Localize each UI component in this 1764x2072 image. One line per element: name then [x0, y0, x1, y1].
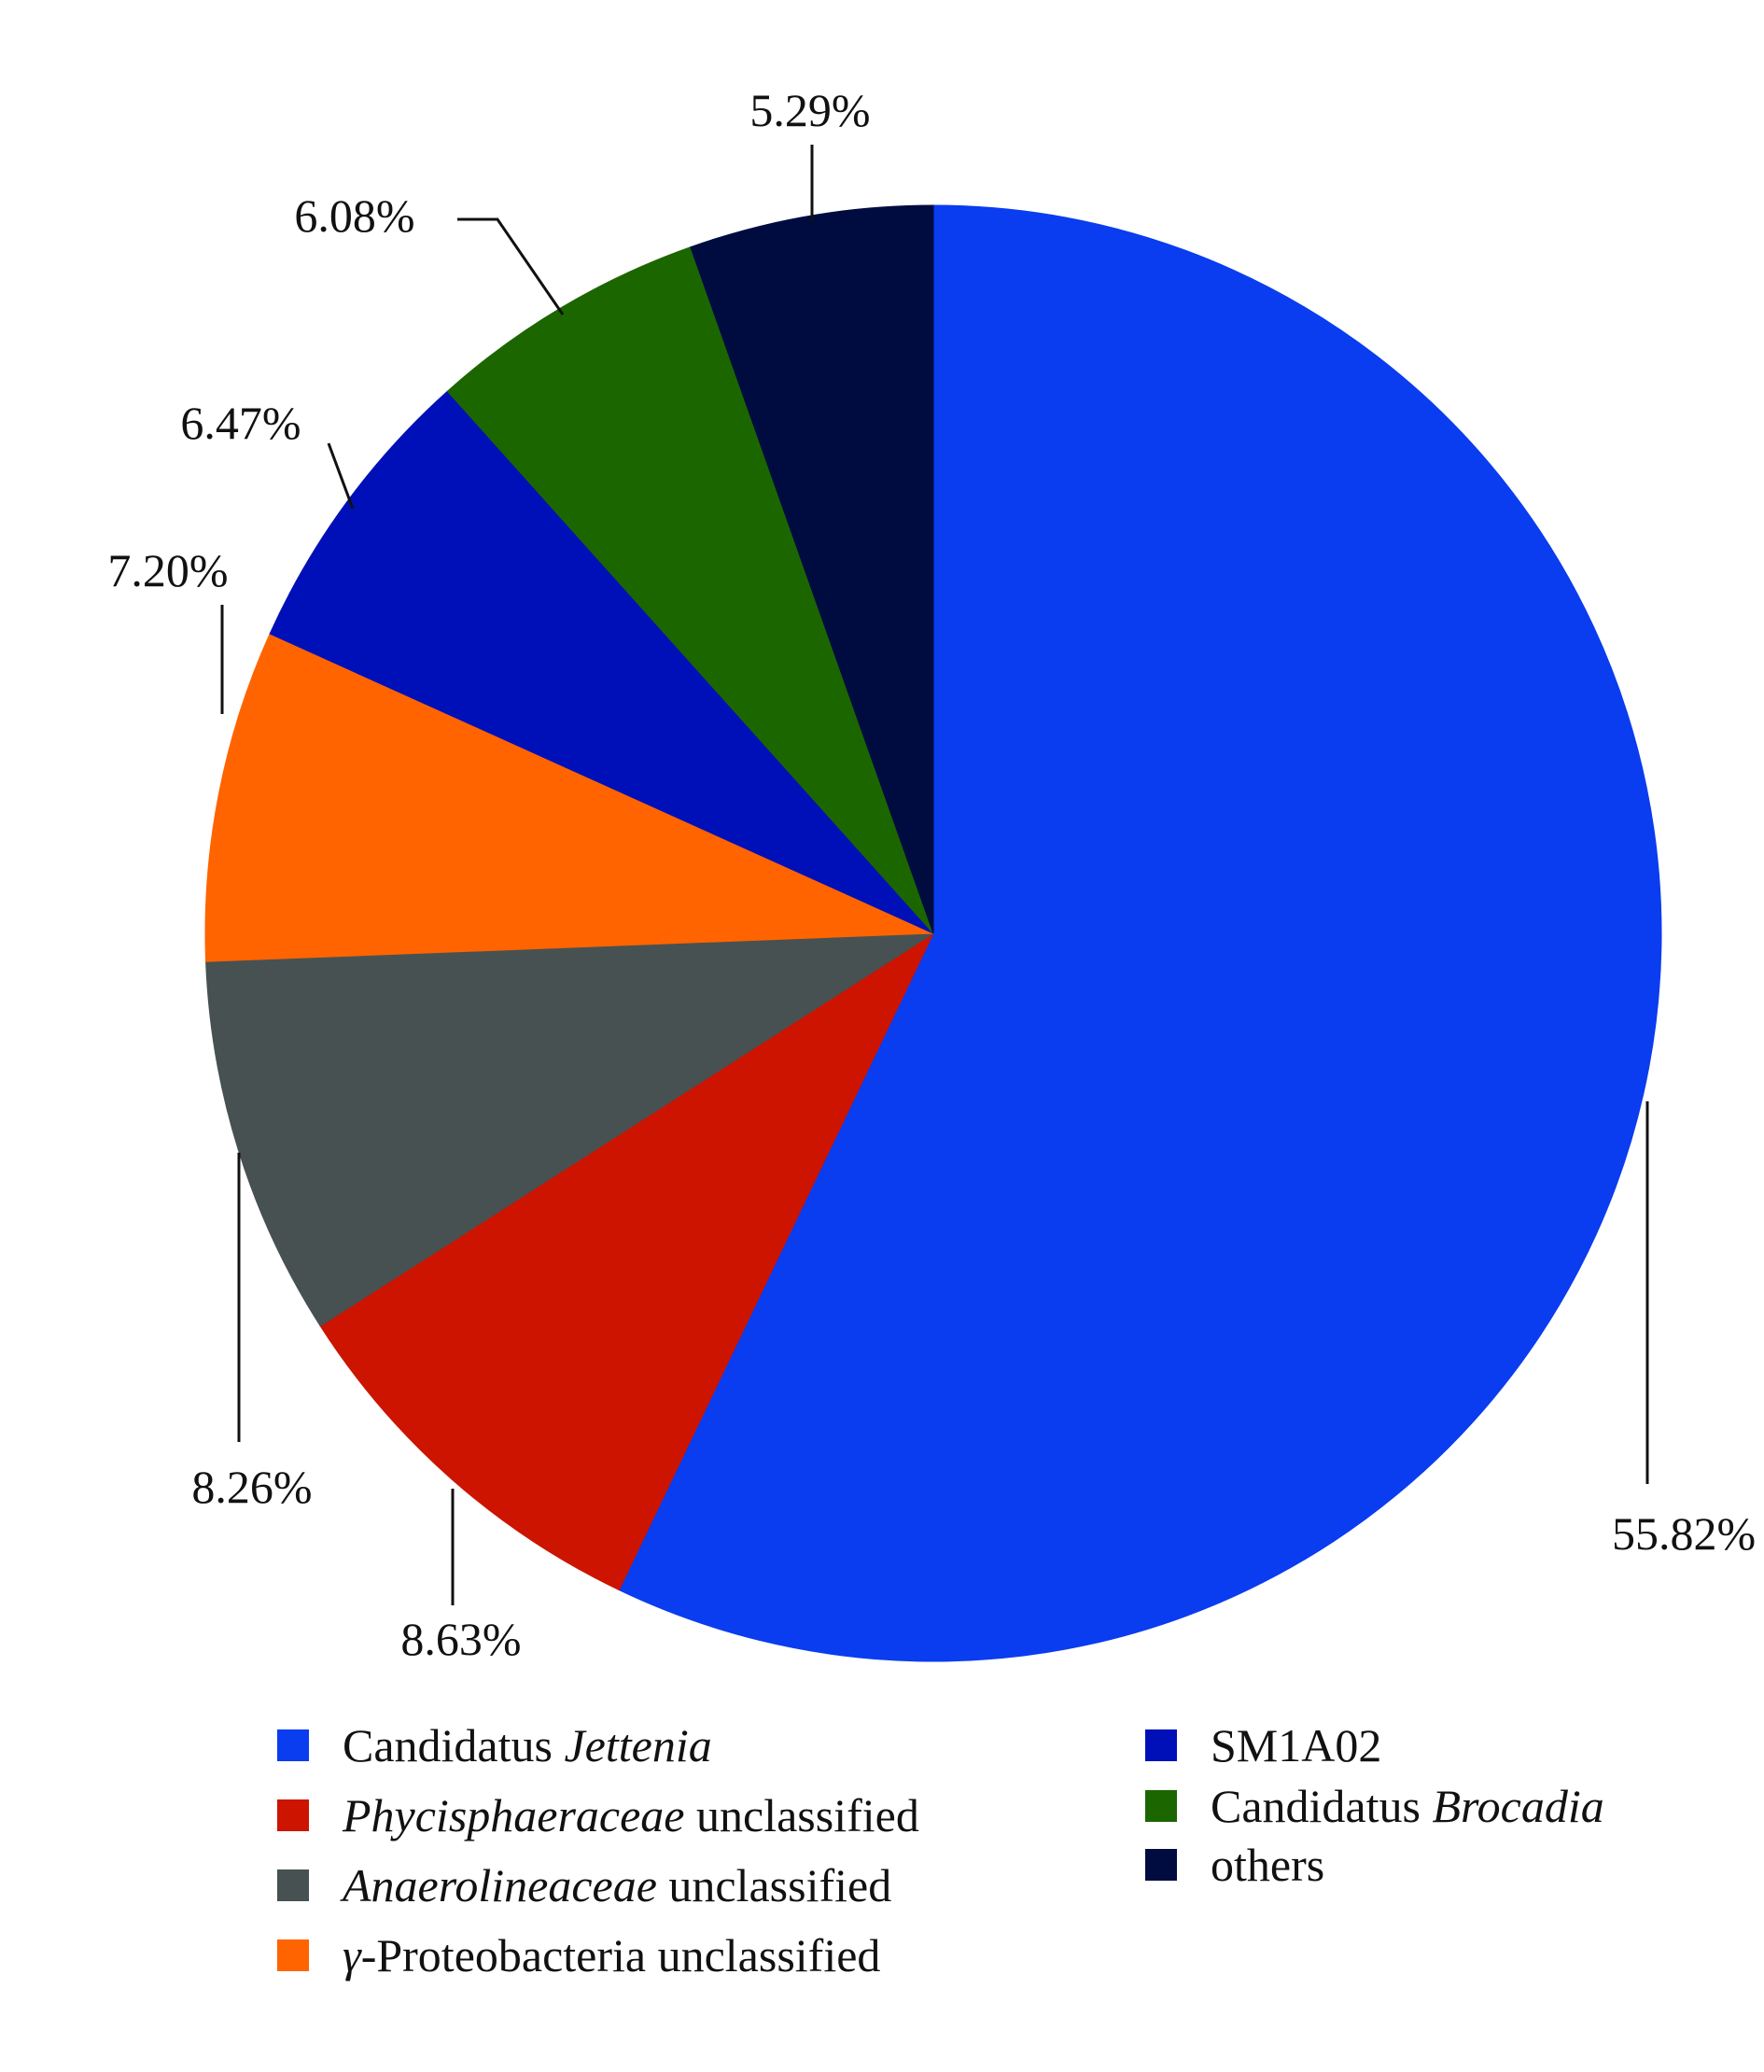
- legend-label-text: -Proteobacteria unclassified: [360, 1929, 881, 1981]
- legend-label: Phycisphaeraceae unclassified: [343, 1788, 919, 1842]
- legend-swatch: [277, 1869, 309, 1901]
- legend-item: Anaerolineaceae unclassified: [277, 1853, 891, 1918]
- pie-slices: [204, 204, 1662, 1662]
- legend-item: others: [1145, 1832, 1324, 1897]
- legend-item: Candidatus Brocadia: [1145, 1773, 1604, 1839]
- slice-label-6: 6.08%: [294, 189, 414, 242]
- slice-label-2: 8.63%: [400, 1613, 521, 1665]
- legend-label-text: Candidatus: [1211, 1780, 1433, 1832]
- pie-chart: 55.82% 8.63% 8.26% 7.20% 6.47% 6.08% 5.29%: [107, 84, 1756, 1665]
- legend-label: γ-Proteobacteria unclassified: [343, 1928, 880, 1982]
- pie-slice-4: [204, 633, 934, 962]
- leader-line-5: [327, 442, 355, 510]
- legend-label-italic: Phycisphaeraceae: [343, 1789, 685, 1841]
- legend-swatch: [277, 1729, 309, 1761]
- legend-item: Phycisphaeraceae unclassified: [277, 1783, 919, 1848]
- slice-labels: 55.82% 8.63% 8.26% 7.20% 6.47% 6.08% 5.29%: [107, 84, 1756, 1665]
- slice-label-5: 6.47%: [180, 397, 301, 449]
- legend-label: Candidatus Brocadia: [1211, 1779, 1604, 1833]
- legend-label-italic: Anaerolineaceae: [343, 1859, 657, 1911]
- legend-item: SM1A02: [1145, 1713, 1381, 1778]
- legend-label-text: others: [1211, 1839, 1325, 1891]
- legend-label-text: SM1A02: [1211, 1719, 1382, 1771]
- legend-swatch: [1145, 1849, 1177, 1881]
- pie-slice-7: [690, 204, 934, 934]
- pie-slice-3: [205, 932, 935, 1327]
- legend-label: Anaerolineaceae unclassified: [343, 1858, 891, 1912]
- legend-swatch: [1145, 1790, 1177, 1822]
- legend-label: SM1A02: [1211, 1718, 1381, 1772]
- legend-item: γ-Proteobacteria unclassified: [277, 1923, 880, 1988]
- legend-swatch: [277, 1799, 309, 1831]
- slice-label-7: 5.29%: [749, 84, 870, 136]
- legend-label-text: unclassified: [656, 1859, 892, 1911]
- slice-label-3: 8.26%: [191, 1461, 312, 1513]
- legend-label-text: unclassified: [684, 1789, 919, 1841]
- leader-line-6: [457, 217, 565, 315]
- legend-swatch: [277, 1939, 309, 1971]
- legend-label-text: Candidatus: [343, 1719, 565, 1771]
- pie-slice-6: [446, 246, 934, 934]
- slice-label-4: 7.20%: [107, 544, 228, 596]
- legend-label-italic: Brocadia: [1432, 1780, 1604, 1832]
- slice-label-1: 55.82%: [1612, 1507, 1756, 1560]
- leader-lines: [220, 145, 1649, 1605]
- pie-slice-1: [618, 204, 1662, 1662]
- legend-item: Candidatus Jettenia: [277, 1713, 712, 1778]
- legend-label: Candidatus Jettenia: [343, 1718, 712, 1772]
- legend-label: others: [1211, 1838, 1324, 1892]
- pie-slice-5: [269, 390, 934, 934]
- legend-swatch: [1145, 1729, 1177, 1761]
- legend-label-italic: γ: [343, 1929, 361, 1981]
- pie-slice-2: [319, 931, 935, 1591]
- legend-label-italic: Jettenia: [564, 1719, 712, 1771]
